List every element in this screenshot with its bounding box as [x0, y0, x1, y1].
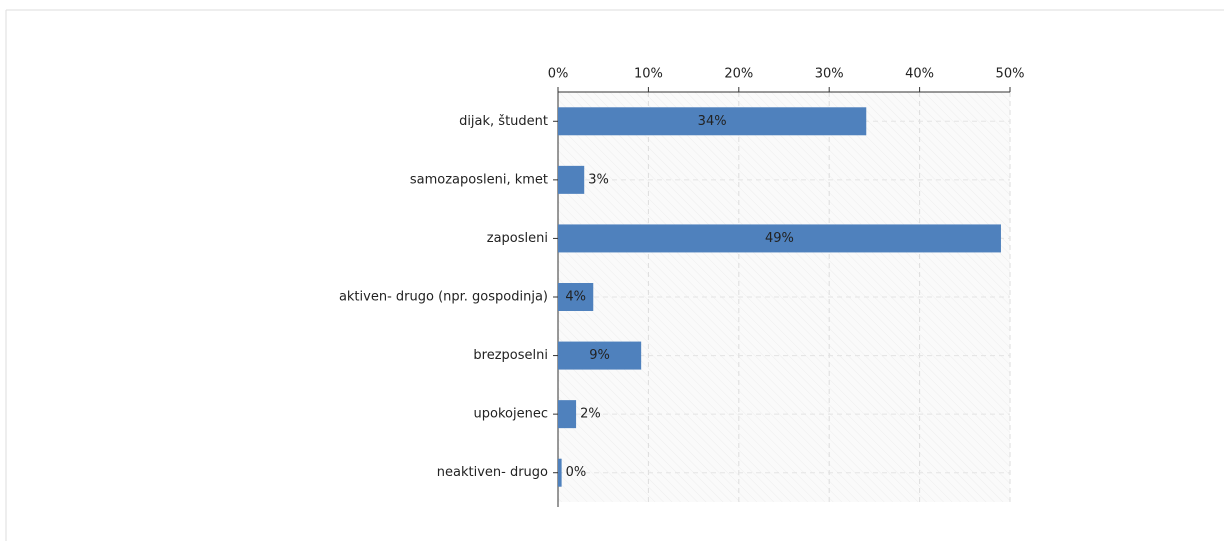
- bar: [558, 341, 642, 370]
- x-tick-label: 20%: [724, 67, 753, 82]
- value-label: 3%: [588, 172, 609, 187]
- y-tick-label: brezposelni: [473, 348, 548, 363]
- y-tick-label: neaktiven- drugo: [437, 465, 548, 480]
- value-label: 2%: [580, 407, 601, 422]
- value-label: 49%: [765, 231, 794, 246]
- value-label: 4%: [565, 290, 586, 305]
- value-label: 0%: [566, 465, 587, 480]
- x-tick-label: 0%: [548, 67, 569, 82]
- x-tick-label: 30%: [815, 67, 844, 82]
- x-tick-label: 10%: [634, 67, 663, 82]
- bar: [558, 283, 594, 311]
- value-label: 34%: [698, 114, 727, 129]
- y-tick-label: zaposleni: [487, 231, 548, 246]
- bar: [558, 107, 867, 136]
- bar: [558, 165, 585, 194]
- x-tick-label: 40%: [905, 67, 934, 82]
- y-tick-label: samozaposleni, kmet: [410, 172, 548, 187]
- y-tick-label: aktiven- drugo (npr. gospodinja): [339, 290, 548, 305]
- bar: [558, 224, 1001, 253]
- y-tick-label: dijak, študent: [459, 114, 548, 129]
- bar: [558, 458, 562, 487]
- x-tick-label: 50%: [996, 67, 1025, 82]
- bar: [558, 400, 577, 429]
- y-tick-label: upokojenec: [474, 407, 548, 422]
- value-label: 9%: [589, 348, 610, 363]
